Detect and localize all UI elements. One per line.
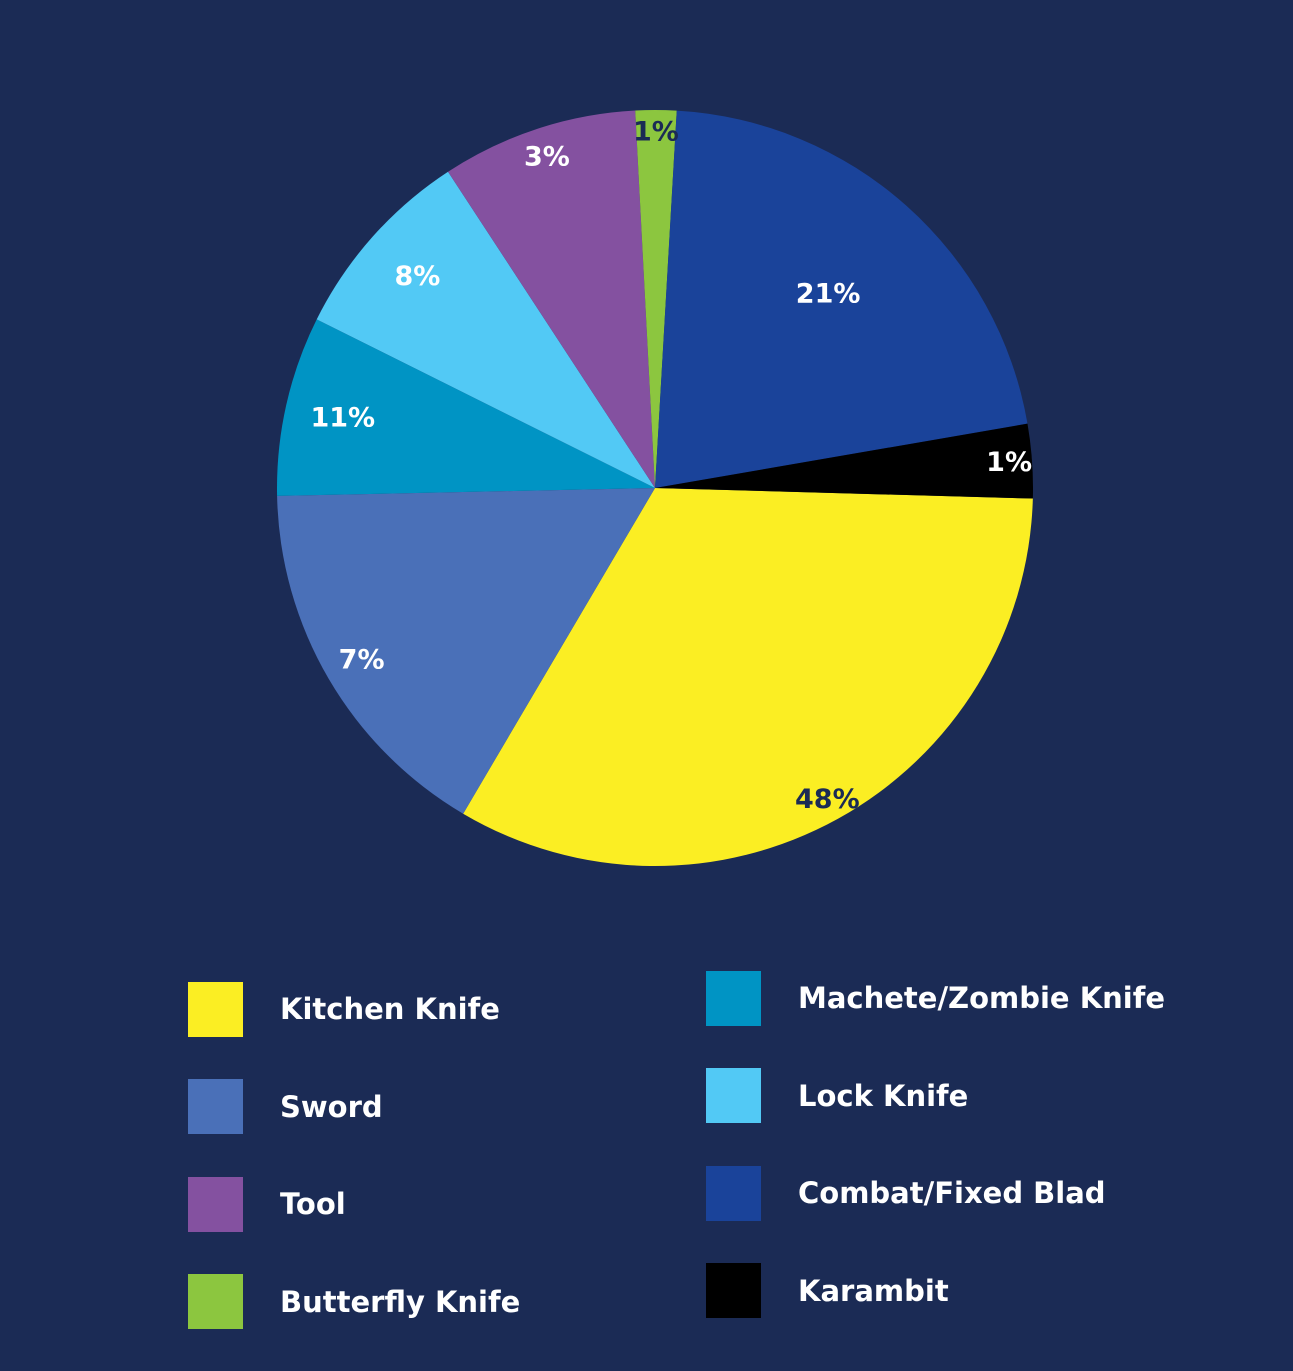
legend-swatch	[188, 981, 243, 1037]
legend-swatch	[706, 970, 761, 1026]
legend-item-tool: Tool	[188, 1176, 346, 1232]
legend-label: Kitchen Knife	[280, 992, 500, 1026]
slice-value-label-combat-fixed-blad: 21%	[796, 279, 861, 310]
slice-value-label-karambit: 1%	[986, 447, 1032, 478]
legend-swatch	[188, 1176, 243, 1232]
legend-item-machete-zombie-knife: Machete/Zombie Knife	[706, 970, 1165, 1026]
legend-swatch	[706, 1165, 761, 1221]
slice-value-label-butterfly-knife: 1%	[633, 117, 679, 148]
legend-swatch	[706, 1263, 761, 1318]
slice-value-label-lock-knife: 8%	[394, 261, 440, 292]
pie-slice-sword	[277, 488, 655, 814]
legend-label: Combat/Fixed Blad	[798, 1176, 1106, 1210]
legend-item-butterfly-knife: Butterfly Knife	[188, 1274, 520, 1330]
slice-value-label-machete-zombie-knife: 11%	[310, 402, 375, 433]
legend-item-kitchen-knife: Kitchen Knife	[188, 981, 500, 1037]
legend-item-combat-fixed-blad: Combat/Fixed Blad	[706, 1165, 1106, 1221]
legend-swatch	[188, 1274, 243, 1329]
pie-slice-combat-fixed-blad	[655, 110, 1028, 488]
pie-slice-machete-zombie-knife	[277, 319, 655, 496]
legend-label: Machete/Zombie Knife	[798, 981, 1166, 1015]
pie-slice-kitchen-knife	[463, 488, 1033, 866]
legend-label: Butterfly Knife	[280, 1284, 521, 1319]
legend-swatch	[706, 1068, 761, 1123]
pie-slice-tool	[448, 110, 655, 488]
pie-slice-butterfly-knife	[635, 110, 677, 488]
slice-value-label-sword: 7%	[339, 644, 385, 675]
slice-value-label-tool: 3%	[524, 142, 570, 173]
legend-item-lock-knife: Lock Knife	[706, 1068, 968, 1124]
legend-label: Tool	[280, 1187, 346, 1221]
legend-item-karambit: Karambit	[706, 1263, 949, 1319]
legend-swatch	[188, 1079, 243, 1134]
legend-label: Karambit	[798, 1273, 949, 1308]
legend-label: Sword	[280, 1089, 383, 1124]
pie-slice-lock-knife	[316, 171, 655, 488]
legend-label: Lock Knife	[798, 1078, 969, 1113]
slice-value-label-kitchen-knife: 48%	[795, 784, 860, 815]
legend-item-sword: Sword	[188, 1079, 383, 1135]
pie-slice-karambit	[655, 423, 1034, 499]
